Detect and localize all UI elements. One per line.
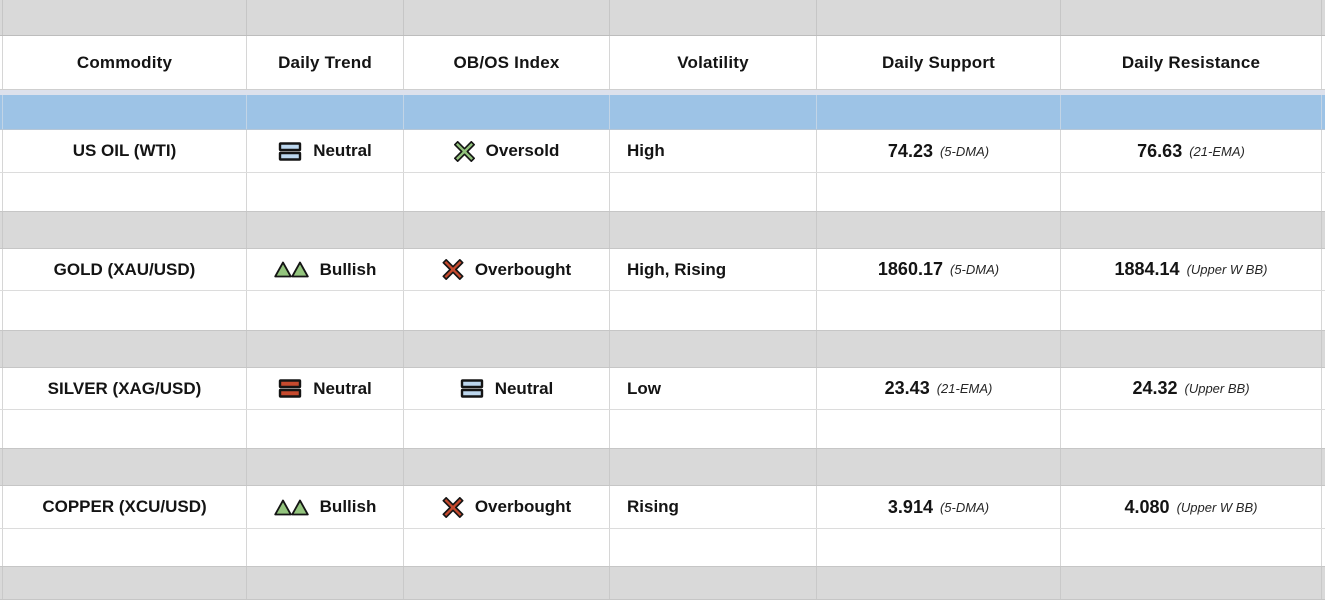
- empty-row: [0, 529, 1325, 566]
- spacer-row: [0, 330, 1325, 368]
- trend-label: Bullish: [319, 497, 377, 516]
- obos-cell[interactable]: Overbought: [404, 486, 610, 528]
- daily-resistance-cell[interactable]: 76.63 (21-EMA): [1061, 130, 1322, 172]
- daily-resistance-cell[interactable]: 1884.14 (Upper W BB): [1061, 249, 1322, 290]
- resistance-basis: (Upper W BB): [1186, 262, 1268, 277]
- header-daily-trend[interactable]: Daily Trend: [247, 36, 404, 89]
- support-basis: (5-DMA): [939, 499, 990, 515]
- trend-label: Neutral: [313, 378, 372, 398]
- spacer-row: [0, 566, 1325, 600]
- support-value: 3.914: [887, 496, 933, 517]
- header-obos-index[interactable]: OB/OS Index: [404, 36, 610, 89]
- double-bar-neutral-blue-icon: [278, 141, 302, 161]
- commodity-cell[interactable]: COPPER (XCU/USD): [3, 486, 247, 528]
- header-label: Volatility: [677, 52, 749, 72]
- table-row-copper: COPPER (XCU/USD) Bullish Overbought Risi…: [0, 486, 1325, 529]
- support-value: 23.43: [884, 378, 930, 398]
- bottom-sliver: [0, 600, 1325, 604]
- header-commodity[interactable]: Commodity: [3, 36, 247, 89]
- resistance-value: 76.63: [1137, 140, 1183, 161]
- obos-cell[interactable]: Oversold: [404, 130, 610, 172]
- spacer-row: [0, 211, 1325, 249]
- double-bar-neutral-blue-icon: [460, 379, 484, 398]
- cross-red-icon: [442, 259, 464, 280]
- volatility-cell[interactable]: High: [610, 130, 817, 172]
- header-label: Daily Trend: [278, 52, 372, 72]
- resistance-value: 4.080: [1124, 496, 1170, 517]
- header-label: Daily Resistance: [1121, 52, 1261, 72]
- empty-row: [0, 173, 1325, 211]
- resistance-basis: (21-EMA): [1189, 143, 1245, 159]
- support-value: 1860.17: [877, 259, 943, 279]
- header-volatility[interactable]: Volatility: [610, 36, 817, 89]
- support-value: 74.23: [887, 140, 933, 161]
- highlight-row-blue: [0, 95, 1325, 130]
- obos-label: Neutral: [494, 378, 554, 398]
- support-basis: (21-EMA): [936, 381, 993, 396]
- volatility-cell[interactable]: Rising: [610, 486, 817, 528]
- volatility-cell[interactable]: High, Rising: [610, 249, 817, 290]
- daily-resistance-cell[interactable]: 4.080 (Upper W BB): [1061, 486, 1322, 528]
- header-row: Commodity Daily Trend OB/OS Index Volati…: [0, 36, 1325, 90]
- resistance-value: 1884.14: [1114, 259, 1180, 279]
- daily-support-cell[interactable]: 3.914 (5-DMA): [817, 486, 1061, 528]
- cross-green-icon: [453, 140, 475, 162]
- double-triangle-up-green-icon: [273, 499, 309, 516]
- daily-trend-cell[interactable]: Neutral: [247, 368, 404, 409]
- resistance-basis: (Upper W BB): [1176, 499, 1258, 515]
- trend-label: Bullish: [319, 259, 377, 279]
- divider-band: [0, 90, 1325, 95]
- double-bar-neutral-red-icon: [278, 379, 302, 398]
- daily-trend-cell[interactable]: Bullish: [247, 249, 404, 290]
- daily-support-cell[interactable]: 1860.17 (5-DMA): [817, 249, 1061, 290]
- double-triangle-up-green-icon: [273, 261, 309, 278]
- daily-support-cell[interactable]: 74.23 (5-DMA): [817, 130, 1061, 172]
- header-label: Commodity: [76, 52, 173, 72]
- daily-resistance-cell[interactable]: 24.32 (Upper BB): [1061, 368, 1322, 409]
- obos-cell[interactable]: Overbought: [404, 249, 610, 290]
- empty-row: [0, 410, 1325, 448]
- obos-label: Overbought: [474, 259, 572, 279]
- support-basis: (5-DMA): [939, 143, 990, 159]
- trend-label: Neutral: [313, 141, 372, 160]
- obos-label: Overbought: [474, 497, 572, 516]
- daily-trend-cell[interactable]: Neutral: [247, 130, 404, 172]
- header-daily-support[interactable]: Daily Support: [817, 36, 1061, 89]
- spacer-row: [0, 0, 1325, 36]
- cross-red-icon: [442, 496, 464, 518]
- commodity-cell[interactable]: US OIL (WTI): [3, 130, 247, 172]
- table-row-gold: GOLD (XAU/USD) Bullish Overbought High, …: [0, 249, 1325, 291]
- header-daily-resistance[interactable]: Daily Resistance: [1061, 36, 1322, 89]
- empty-row: [0, 291, 1325, 330]
- table-row-silver: SILVER (XAG/USD) Neutral Neutral Low 23.…: [0, 368, 1325, 410]
- obos-label: Oversold: [485, 141, 560, 160]
- daily-trend-cell[interactable]: Bullish: [247, 486, 404, 528]
- obos-cell[interactable]: Neutral: [404, 368, 610, 409]
- resistance-basis: (Upper BB): [1184, 381, 1250, 396]
- table-row-us-oil: US OIL (WTI) Neutral Oversold High 74.23…: [0, 130, 1325, 173]
- volatility-cell[interactable]: Low: [610, 368, 817, 409]
- resistance-value: 24.32: [1132, 378, 1178, 398]
- daily-support-cell[interactable]: 23.43 (21-EMA): [817, 368, 1061, 409]
- commodity-cell[interactable]: SILVER (XAG/USD): [3, 368, 247, 409]
- commodity-cell[interactable]: GOLD (XAU/USD): [3, 249, 247, 290]
- support-basis: (5-DMA): [949, 262, 1000, 277]
- header-label: OB/OS Index: [453, 52, 560, 72]
- header-label: Daily Support: [881, 52, 996, 72]
- spacer-row: [0, 448, 1325, 486]
